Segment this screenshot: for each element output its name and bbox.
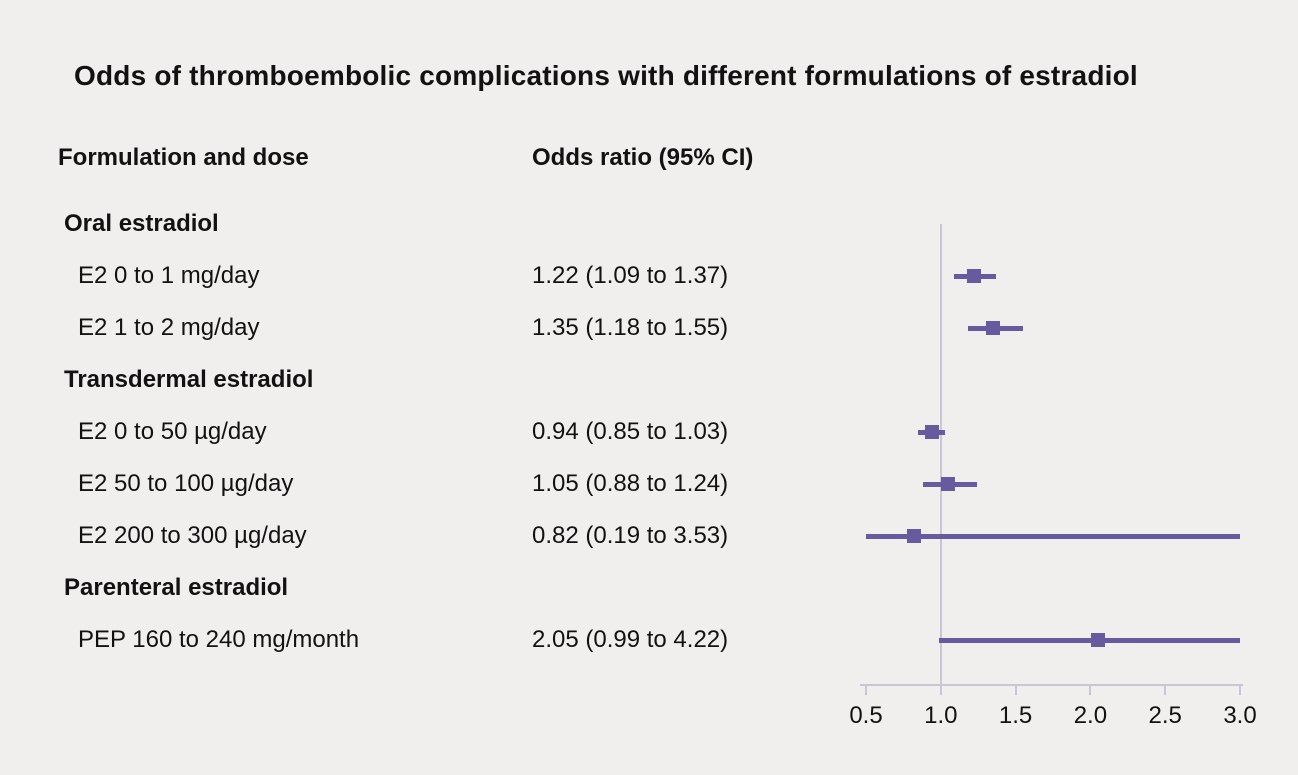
point-estimate-marker	[906, 529, 921, 543]
axis-tick	[865, 686, 867, 695]
axis-tick	[1164, 686, 1167, 695]
row-label: PEP 160 to 240 mg/month	[78, 626, 360, 653]
axis-tick-label: 0.5	[849, 702, 883, 729]
forest-group-row: Transdermal estradiol	[0, 354, 1298, 406]
axis-tick	[939, 686, 942, 695]
row-label: E2 0 to 50 µg/day	[78, 418, 267, 445]
odds-ratio-value: 1.35 (1.18 to 1.55)	[532, 314, 729, 341]
point-estimate-marker	[986, 321, 1001, 335]
odds-ratio-value: 1.22 (1.09 to 1.37)	[532, 262, 729, 289]
ci-plot	[866, 458, 1240, 510]
column-header-odds-ratio: Odds ratio (95% CI)	[532, 144, 754, 171]
page-title: Odds of thromboembolic complications wit…	[74, 60, 1138, 91]
odds-ratio-value: 1.05 (0.88 to 1.24)	[532, 470, 729, 497]
axis-tick-label: 2.5	[1148, 702, 1182, 729]
axis-tick-label: 2.0	[1073, 702, 1108, 729]
group-label: Parenteral estradiol	[64, 574, 289, 601]
ci-plot	[866, 510, 1240, 562]
ci-plot	[866, 614, 1240, 666]
odds-ratio-value: 2.05 (0.99 to 4.22)	[532, 626, 729, 653]
axis-tick-label: 1.0	[924, 702, 958, 729]
forest-group-row: Oral estradiol	[0, 198, 1298, 250]
ci-plot	[866, 406, 1240, 458]
forest-rows: Oral estradiol E2 0 to 1 mg/day 1.22 (1.…	[0, 198, 1298, 666]
ci-plot	[866, 302, 1240, 354]
point-estimate-marker	[924, 425, 939, 439]
odds-ratio-value: 0.82 (0.19 to 3.53)	[532, 522, 729, 549]
row-label: E2 0 to 1 mg/day	[78, 262, 260, 289]
forest-group-row: Parenteral estradiol	[0, 562, 1298, 614]
ci-line	[939, 637, 1240, 643]
axis-tick	[1014, 686, 1017, 695]
row-label: E2 50 to 100 µg/day	[78, 470, 294, 497]
reference-line	[939, 224, 942, 684]
row-label: E2 1 to 2 mg/day	[78, 314, 260, 341]
axis-tick	[1239, 686, 1241, 695]
group-label: Oral estradiol	[64, 210, 219, 237]
plot-area: 0.5 1.0 1.5 2.0 2.5 3.0	[849, 198, 1257, 743]
forest-row: E2 50 to 100 µg/day 1.05 (0.88 to 1.24)	[0, 458, 1298, 510]
point-estimate-marker	[941, 477, 956, 491]
ci-line	[866, 533, 1240, 539]
forest-row: E2 0 to 1 mg/day 1.22 (1.09 to 1.37)	[0, 250, 1298, 302]
axis-tick-label: 1.5	[998, 702, 1033, 729]
x-axis-line	[860, 684, 1243, 686]
row-label: E2 200 to 300 µg/day	[78, 522, 307, 549]
ci-plot	[866, 250, 1240, 302]
column-header-formulation: Formulation and dose	[58, 144, 309, 171]
forest-row: PEP 160 to 240 mg/month 2.05 (0.99 to 4.…	[0, 614, 1298, 666]
forest-row: E2 200 to 300 µg/day 0.82 (0.19 to 3.53)	[0, 510, 1298, 562]
point-estimate-marker	[966, 269, 981, 283]
forest-row: E2 1 to 2 mg/day 1.35 (1.18 to 1.55)	[0, 302, 1298, 354]
group-label: Transdermal estradiol	[64, 366, 314, 393]
odds-ratio-value: 0.94 (0.85 to 1.03)	[532, 418, 729, 445]
axis-tick	[1089, 686, 1092, 695]
axis-tick-label: 3.0	[1223, 702, 1257, 729]
point-estimate-marker	[1090, 633, 1105, 647]
forest-row: E2 0 to 50 µg/day 0.94 (0.85 to 1.03)	[0, 406, 1298, 458]
